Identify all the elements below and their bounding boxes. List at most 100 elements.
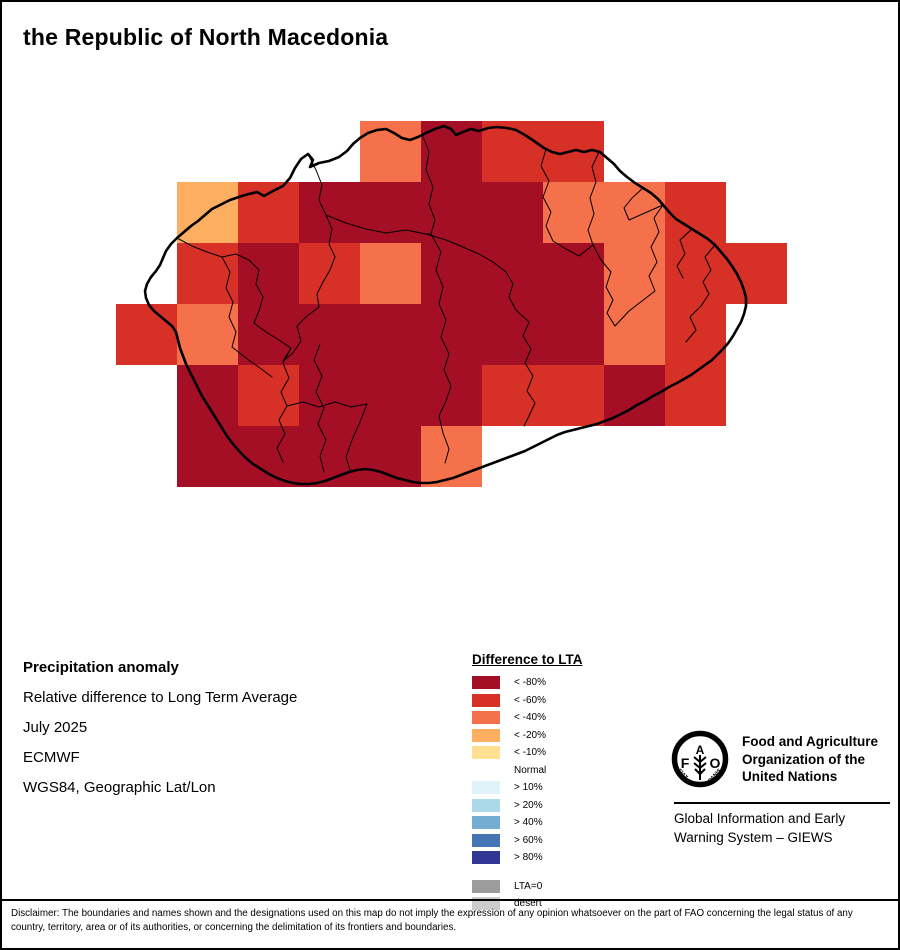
info-source: ECMWF — [23, 749, 80, 766]
map-cell — [604, 365, 665, 426]
legend-swatch — [472, 693, 500, 707]
map-cell — [665, 304, 726, 365]
info-heading: Precipitation anomaly — [23, 659, 179, 676]
svg-text:O: O — [710, 755, 721, 771]
legend-label: desert — [514, 898, 542, 910]
legend: Difference to LTA < -80% < -60% < -40% < -2… — [472, 652, 662, 913]
svg-text:A: A — [696, 743, 705, 757]
map-cell — [543, 243, 604, 304]
map-cell — [177, 365, 238, 426]
legend-swatch — [472, 711, 500, 725]
map-cell — [360, 243, 421, 304]
fao-divider — [674, 802, 890, 804]
giews-line: Global Information and Early — [674, 811, 846, 826]
map-info-block: Precipitation anomaly Relative differenc… — [23, 653, 297, 803]
map-cell — [360, 121, 421, 182]
legend-item: < -10% — [472, 744, 662, 762]
map-cell — [604, 182, 665, 243]
legend-item: > 20% — [472, 797, 662, 815]
legend-item: > 60% — [472, 832, 662, 850]
legend-swatch — [472, 676, 500, 690]
map-cell — [421, 304, 482, 365]
map-cell — [360, 182, 421, 243]
legend-item: Normal — [472, 762, 662, 780]
map-cell — [238, 304, 299, 365]
map-cell — [299, 182, 360, 243]
map-cell — [543, 304, 604, 365]
legend-label: > 20% — [514, 799, 543, 811]
legend-swatch — [472, 798, 500, 812]
legend-label: < -20% — [514, 729, 546, 741]
legend-rows: < -80% < -60% < -40% < -20% < -10% Normal > 10… — [472, 674, 662, 913]
legend-swatch — [472, 851, 500, 865]
giews-line: Warning System – GIEWS — [674, 829, 833, 845]
map-cell — [482, 304, 543, 365]
legend-label: > 10% — [514, 782, 543, 794]
map-cell — [238, 426, 299, 487]
info-subtitle: Relative difference to Long Term Average — [23, 689, 298, 706]
map-cell — [665, 182, 726, 243]
map-cell — [177, 304, 238, 365]
legend-label: < -80% — [514, 677, 546, 689]
map-cell — [482, 243, 543, 304]
legend-item: < -20% — [472, 727, 662, 745]
legend-label: > 80% — [514, 852, 543, 864]
fao-org-line: United Nations — [742, 769, 838, 784]
map-cell — [116, 304, 177, 365]
map-cell — [665, 243, 726, 304]
map-cell — [543, 365, 604, 426]
map-cell — [360, 426, 421, 487]
map-cell — [421, 426, 482, 487]
legend-item: > 40% — [472, 814, 662, 832]
legend-item: < -40% — [472, 709, 662, 727]
fao-org-line: Organization of the — [742, 751, 865, 767]
map-cell — [299, 304, 360, 365]
map-cell — [177, 426, 238, 487]
legend-label: > 60% — [514, 834, 543, 846]
map-cell — [421, 121, 482, 182]
fao-org-name: Food and Agriculture Organization of the… — [742, 733, 878, 786]
fao-org-line: Food and Agriculture — [742, 734, 878, 749]
map-cell — [604, 243, 665, 304]
legend-swatch — [472, 833, 500, 847]
legend-item: LTA=0 — [472, 878, 662, 896]
map-cell — [543, 121, 604, 182]
map-cell — [726, 243, 787, 304]
map-cell — [421, 243, 482, 304]
map-cell — [665, 365, 726, 426]
legend-label: < -10% — [514, 747, 546, 759]
giews-name: Global Information and Early Warning Sys… — [674, 810, 845, 847]
disclaimer: Disclaimer: The boundaries and names sho… — [2, 899, 898, 948]
legend-item: < -80% — [472, 674, 662, 692]
map-cell — [177, 182, 238, 243]
legend-label: Normal — [514, 764, 547, 776]
legend-item: > 80% — [472, 849, 662, 867]
map-cell — [238, 182, 299, 243]
map-cell — [238, 365, 299, 426]
map-cell — [604, 304, 665, 365]
map-cell — [482, 182, 543, 243]
map-cell — [421, 182, 482, 243]
page-title: the Republic of North Macedonia — [23, 24, 389, 50]
map-cell — [238, 243, 299, 304]
map-cell — [360, 365, 421, 426]
legend-label: < -40% — [514, 712, 546, 724]
info-date: July 2025 — [23, 719, 88, 736]
legend-swatch — [472, 763, 500, 777]
legend-swatch — [472, 879, 500, 893]
legend-swatch — [472, 781, 500, 795]
legend-label: < -60% — [514, 694, 546, 706]
map-cell — [299, 365, 360, 426]
legend-title: Difference to LTA — [472, 652, 583, 667]
legend-item: > 10% — [472, 779, 662, 797]
legend-swatch — [472, 728, 500, 742]
legend-item: < -60% — [472, 692, 662, 710]
fao-logo: F A O FIAT PANIS — [671, 730, 729, 788]
legend-swatch — [472, 816, 500, 830]
legend-label: LTA=0 — [514, 880, 543, 892]
legend-label: > 40% — [514, 817, 543, 829]
map-cell — [482, 121, 543, 182]
map-cell — [421, 365, 482, 426]
map-cell — [543, 182, 604, 243]
